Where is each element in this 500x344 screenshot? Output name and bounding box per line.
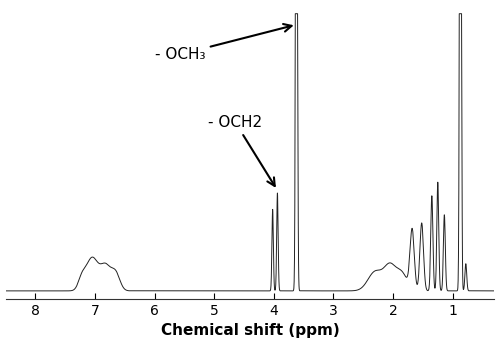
Text: - OCH2: - OCH2: [208, 115, 274, 186]
X-axis label: Chemical shift (ppm): Chemical shift (ppm): [160, 323, 340, 338]
Text: - OCH₃: - OCH₃: [154, 24, 292, 62]
